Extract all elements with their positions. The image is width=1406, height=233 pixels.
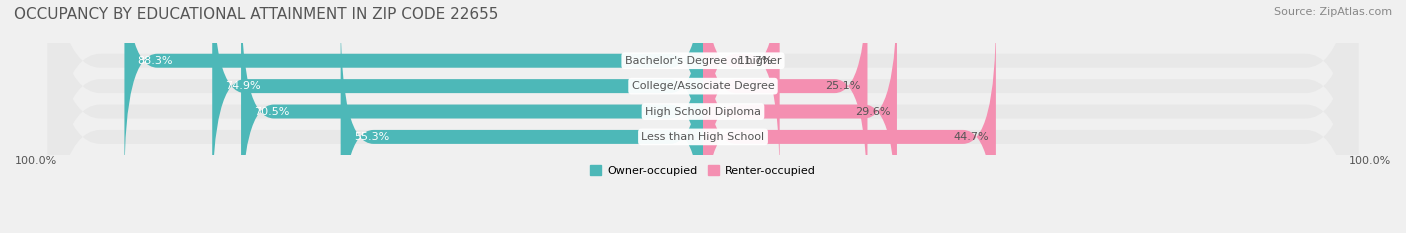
Text: 100.0%: 100.0% [1348, 156, 1391, 166]
Text: 29.6%: 29.6% [855, 106, 890, 116]
Text: 70.5%: 70.5% [254, 106, 290, 116]
Text: 25.1%: 25.1% [825, 81, 860, 91]
Text: Source: ZipAtlas.com: Source: ZipAtlas.com [1274, 7, 1392, 17]
Text: 11.7%: 11.7% [738, 56, 773, 66]
FancyBboxPatch shape [703, 17, 995, 233]
FancyBboxPatch shape [703, 0, 868, 206]
FancyBboxPatch shape [124, 0, 703, 181]
FancyBboxPatch shape [48, 0, 1358, 233]
FancyBboxPatch shape [703, 0, 897, 232]
Text: High School Diploma: High School Diploma [645, 106, 761, 116]
FancyBboxPatch shape [240, 0, 703, 232]
Text: 55.3%: 55.3% [354, 132, 389, 142]
Text: 88.3%: 88.3% [138, 56, 173, 66]
Text: 100.0%: 100.0% [15, 156, 58, 166]
FancyBboxPatch shape [703, 0, 780, 181]
Text: OCCUPANCY BY EDUCATIONAL ATTAINMENT IN ZIP CODE 22655: OCCUPANCY BY EDUCATIONAL ATTAINMENT IN Z… [14, 7, 499, 22]
Legend: Owner-occupied, Renter-occupied: Owner-occupied, Renter-occupied [586, 161, 820, 180]
Text: Less than High School: Less than High School [641, 132, 765, 142]
FancyBboxPatch shape [340, 17, 703, 233]
FancyBboxPatch shape [48, 0, 1358, 233]
Text: 74.9%: 74.9% [225, 81, 262, 91]
FancyBboxPatch shape [212, 0, 703, 206]
Text: College/Associate Degree: College/Associate Degree [631, 81, 775, 91]
Text: Bachelor's Degree or higher: Bachelor's Degree or higher [624, 56, 782, 66]
Text: 44.7%: 44.7% [953, 132, 990, 142]
FancyBboxPatch shape [48, 0, 1358, 233]
FancyBboxPatch shape [48, 0, 1358, 233]
